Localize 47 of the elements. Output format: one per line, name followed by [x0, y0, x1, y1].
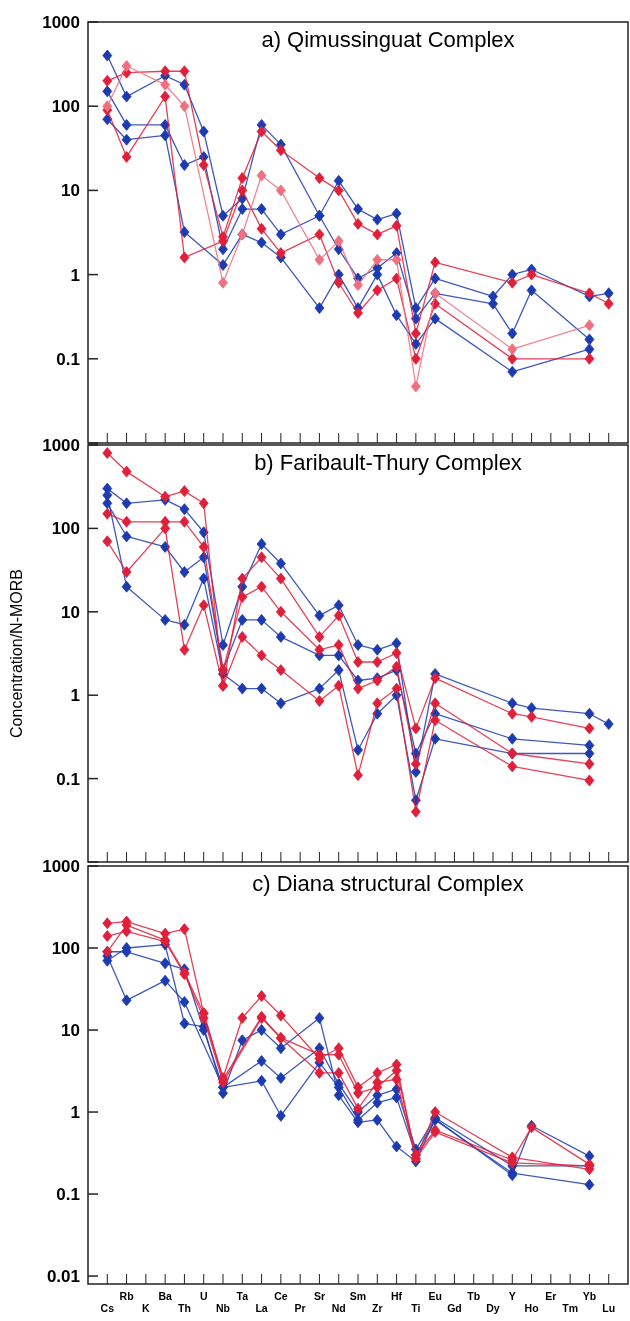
- x-tick-label: Nd: [331, 1302, 346, 1314]
- y-tick-label: 10: [61, 181, 80, 201]
- x-tick-label: Lu: [602, 1302, 616, 1314]
- x-tick-label: Tm: [562, 1302, 579, 1314]
- y-tick-label: 1000: [42, 12, 80, 32]
- x-tick-label: Ta: [236, 1290, 249, 1302]
- x-tick-label: U: [199, 1290, 208, 1302]
- y-tick-label: 100: [51, 519, 80, 539]
- x-tick-label: Ho: [524, 1302, 539, 1314]
- y-tick-label: 1: [70, 686, 80, 706]
- y-tick-label: 0.1: [56, 769, 80, 789]
- x-tick-label: Rb: [119, 1290, 134, 1302]
- y-axis-title: Concentration/N-MORB: [8, 569, 25, 738]
- x-tick-label: Zr: [372, 1302, 383, 1314]
- x-tick-label: Th: [178, 1302, 191, 1314]
- chart-title: b) Faribault-Thury Complex: [254, 450, 522, 475]
- x-tick-label: La: [255, 1302, 268, 1314]
- chart-title: a) Qimussinguat Complex: [261, 27, 515, 52]
- x-tick-label: Y: [508, 1290, 516, 1302]
- x-tick-label: Pr: [294, 1302, 306, 1314]
- y-tick-label: 10: [61, 1020, 80, 1040]
- y-tick-label: 100: [51, 938, 80, 958]
- x-tick-label: Eu: [428, 1290, 442, 1302]
- y-tick-label: 1000: [42, 856, 80, 876]
- x-tick-label: Er: [545, 1290, 557, 1302]
- y-tick-label: 0.1: [56, 349, 80, 369]
- x-tick-label: Dy: [486, 1302, 500, 1314]
- chart-title: c) Diana structural Complex: [252, 871, 524, 896]
- x-tick-label: Nb: [216, 1302, 230, 1314]
- x-tick-label: K: [142, 1302, 151, 1314]
- y-tick-label: 10: [61, 602, 80, 622]
- y-tick-label: 1: [70, 1102, 80, 1122]
- x-tick-label: Ba: [158, 1290, 173, 1302]
- x-tick-label: Ti: [411, 1302, 421, 1314]
- y-tick-label: 100: [51, 97, 80, 117]
- x-tick-label: Cs: [100, 1302, 115, 1314]
- x-tick-label: Ce: [274, 1290, 288, 1302]
- y-tick-label: 0.1: [56, 1184, 80, 1204]
- x-tick-label: Sm: [349, 1290, 367, 1302]
- x-tick-label: Tb: [467, 1290, 481, 1302]
- x-tick-label: Sr: [313, 1290, 325, 1302]
- y-tick-label: 0.01: [46, 1267, 80, 1286]
- y-tick-label: 1000: [42, 435, 80, 455]
- y-tick-label: 1: [70, 265, 80, 285]
- x-tick-label: Yb: [582, 1290, 597, 1302]
- x-tick-label: Gd: [447, 1302, 462, 1314]
- x-tick-label: Hf: [391, 1290, 403, 1302]
